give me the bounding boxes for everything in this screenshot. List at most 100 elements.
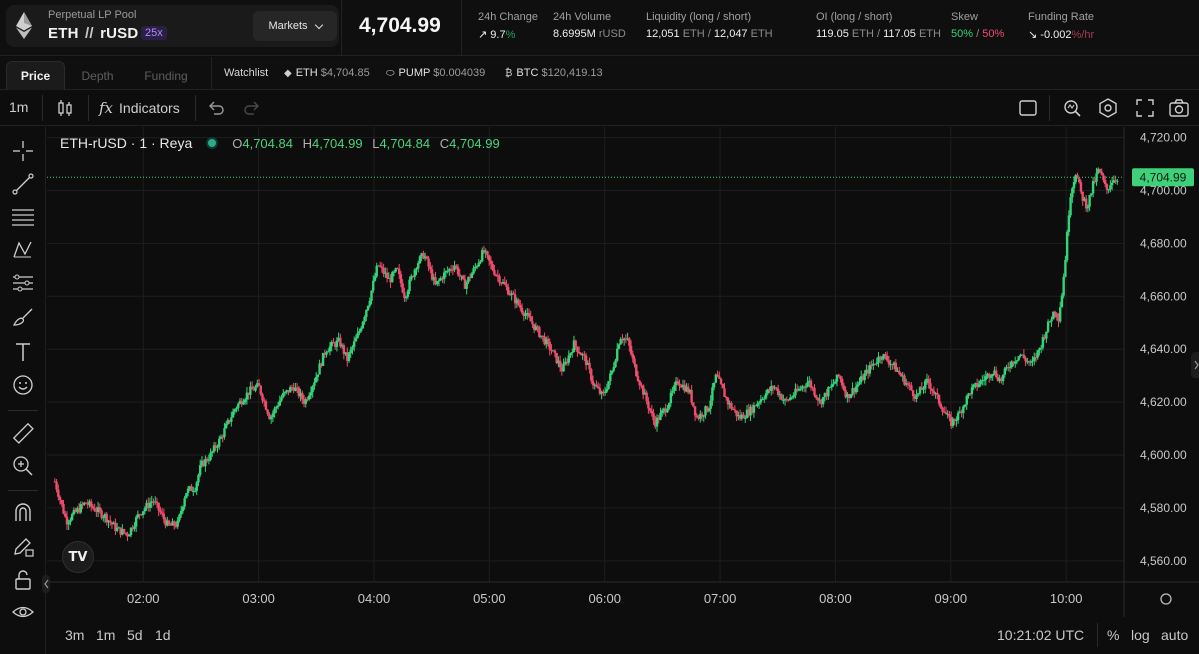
watchlist-item-btc[interactable]: ₿ BTC $120,419.13 xyxy=(505,67,603,79)
candle-body-up xyxy=(351,346,354,350)
pattern-icon[interactable] xyxy=(11,238,35,262)
candle-body-up xyxy=(212,445,216,452)
candle-body-up xyxy=(145,502,148,509)
brush-icon[interactable] xyxy=(11,305,35,329)
markets-dropdown-button[interactable]: Markets xyxy=(253,11,337,41)
candle-body-up xyxy=(365,310,368,318)
candle-body-up xyxy=(1086,206,1090,209)
range-3m-button[interactable]: 3m xyxy=(65,627,85,643)
candle-body-up xyxy=(673,385,676,391)
candle-body-down xyxy=(425,256,429,259)
emoji-icon[interactable] xyxy=(11,373,35,397)
candle-body-up xyxy=(744,417,747,419)
candle-body-up xyxy=(245,392,249,400)
candle-body-up xyxy=(349,349,352,354)
candle-body-down xyxy=(1076,175,1079,179)
candle-body-up xyxy=(998,378,1001,381)
candle-body-down xyxy=(422,253,425,259)
candle-body-up xyxy=(783,399,787,401)
candle-body-up xyxy=(868,364,872,374)
settings-gear-icon[interactable] xyxy=(1097,97,1119,119)
tab-price[interactable]: Price xyxy=(6,61,65,90)
candle-body-up xyxy=(794,388,797,396)
draw-lock-icon[interactable] xyxy=(11,534,35,558)
candle-body-up xyxy=(370,290,373,301)
candle-body-up xyxy=(617,344,621,349)
tab-depth[interactable]: Depth xyxy=(81,68,114,83)
range-1m-button[interactable]: 1m xyxy=(96,627,116,643)
market-selector[interactable]: Perpetual LP Pool ETH // rUSD 25x Market… xyxy=(6,5,339,47)
candle-body-down xyxy=(816,397,820,401)
price-chart[interactable]: 4,560.00 4,580.00 4,600.00 4,620.00 4,640.00… xyxy=(47,127,1199,654)
candle-body-down xyxy=(706,406,709,412)
candle-body-up xyxy=(233,409,237,412)
layout-icon[interactable] xyxy=(1017,97,1039,119)
candle-body-up xyxy=(285,390,288,392)
expand-right-panel-button[interactable] xyxy=(1191,352,1199,378)
candle-body-up xyxy=(176,520,179,527)
candle-body-down xyxy=(775,387,778,389)
log-scale-toggle[interactable]: log xyxy=(1131,627,1150,643)
candle-body-up xyxy=(344,352,347,355)
candle-body-down xyxy=(380,266,384,268)
candle-body-down xyxy=(723,388,726,397)
market-status-dot xyxy=(206,137,219,149)
candle-body-down xyxy=(292,387,295,391)
tab-funding[interactable]: Funding xyxy=(144,68,188,83)
candle-body-down xyxy=(529,316,532,322)
range-1d-button[interactable]: 1d xyxy=(155,627,171,643)
candle-body-up xyxy=(88,501,91,505)
candle-body-down xyxy=(911,390,915,397)
forecast-icon[interactable] xyxy=(11,271,35,295)
watchlist-item-pump[interactable]: ⬭ PUMP $0.004039 xyxy=(386,67,486,79)
redo-icon[interactable] xyxy=(241,97,263,119)
candlestick-type-icon[interactable] xyxy=(54,97,76,119)
candle-body-up xyxy=(238,400,242,404)
fib-lines-icon[interactable] xyxy=(11,205,35,229)
undo-icon[interactable] xyxy=(205,97,227,119)
candle-body-up xyxy=(237,403,240,408)
candle-body-up xyxy=(219,436,223,439)
candle-body-up xyxy=(610,370,614,374)
percent-scale-toggle[interactable]: % xyxy=(1107,627,1120,643)
tradingview-logo[interactable]: TV xyxy=(62,541,94,573)
candle-body-up xyxy=(309,392,313,396)
indicators-button[interactable]: fx Indicators xyxy=(99,97,180,119)
candle-body-down xyxy=(1034,357,1038,359)
candle-body-down xyxy=(747,409,750,416)
zoom-in-icon[interactable] xyxy=(11,454,35,478)
eye-icon[interactable] xyxy=(11,600,35,624)
candle-body-down xyxy=(451,269,455,271)
trend-line-icon[interactable] xyxy=(11,172,35,196)
candle-body-down xyxy=(482,250,486,253)
utc-clock[interactable]: 10:21:02 UTC xyxy=(997,627,1085,643)
collapse-toolbar-button[interactable] xyxy=(42,575,50,593)
candle-body-up xyxy=(1048,321,1052,323)
candle-body-up xyxy=(958,411,962,413)
candle-body-down xyxy=(927,378,930,384)
axis-settings-gear-icon[interactable] xyxy=(1160,593,1172,605)
text-tool-icon[interactable] xyxy=(11,340,35,364)
lock-icon[interactable] xyxy=(11,568,35,592)
fullscreen-icon[interactable] xyxy=(1134,97,1156,119)
magnet-icon[interactable] xyxy=(11,500,35,524)
candlestick-chart[interactable]: 4,560.00 4,580.00 4,600.00 4,620.00 4,640.00… xyxy=(47,127,1199,617)
range-5d-button[interactable]: 5d xyxy=(127,627,143,643)
candle-body-up xyxy=(766,389,769,394)
candle-body-down xyxy=(548,341,551,350)
candle-body-up xyxy=(179,511,183,515)
candle-body-up xyxy=(1107,189,1110,191)
candle-body-up xyxy=(1033,357,1036,361)
watchlist-item-eth[interactable]: ◆ ETH $4,704.85 xyxy=(284,67,370,79)
ruler-icon[interactable] xyxy=(11,421,35,445)
auto-scale-toggle[interactable]: auto xyxy=(1161,627,1189,643)
quick-search-icon[interactable] xyxy=(1061,97,1083,119)
candle-body-up xyxy=(832,383,835,385)
camera-icon[interactable] xyxy=(1168,97,1190,119)
candle-body-down xyxy=(884,354,887,356)
candle-body-down xyxy=(887,360,891,365)
candle-body-up xyxy=(616,348,619,361)
crosshair-icon[interactable] xyxy=(11,139,35,163)
interval-selector[interactable]: 1m xyxy=(9,99,29,115)
candle-body-down xyxy=(969,393,972,395)
